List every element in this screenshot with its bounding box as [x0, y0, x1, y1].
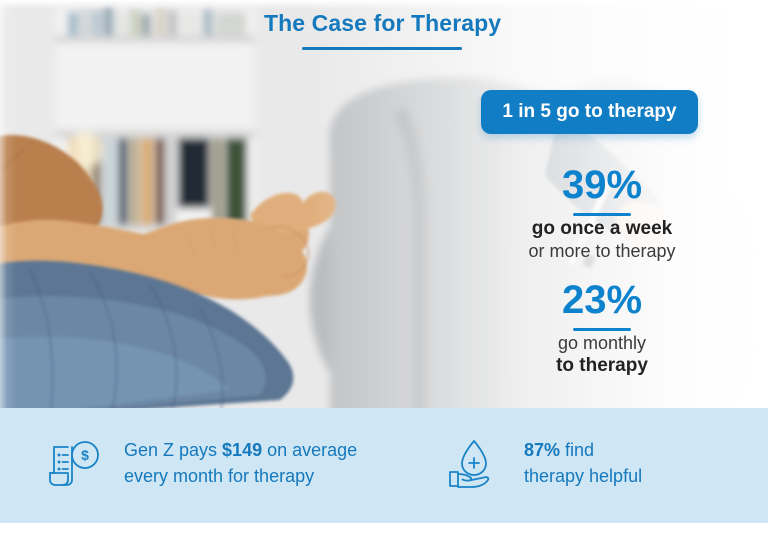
svg-text:$: $ — [81, 447, 89, 463]
